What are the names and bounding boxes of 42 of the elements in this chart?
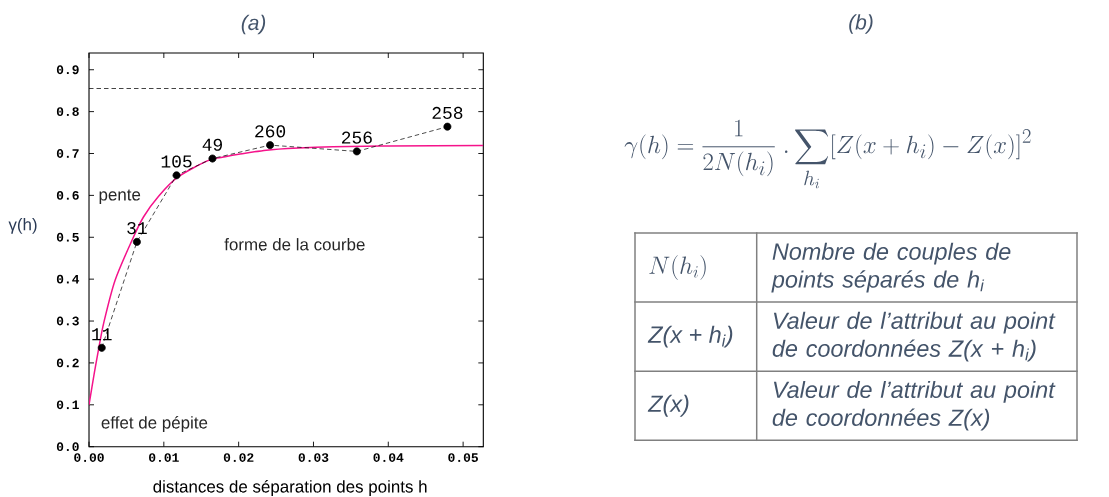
chart-title: (a)	[241, 14, 266, 35]
text: $N(h_i)$	[649, 255, 706, 280]
x-tick-label: 0.04	[373, 453, 404, 462]
text: Z(x)	[647, 394, 689, 417]
text: $\gamma(h) = \frac{1}{2N(h_i)}\;.\sum_{h_i}[Z(x+h_i)-Z(x)]^2$	[624, 119, 1031, 189]
text: Valeur de l’attribut au point de coordonnées Z(x)	[772, 380, 1056, 431]
y-tick-label: 0.0	[56, 442, 79, 452]
annotation: 258	[432, 106, 463, 119]
annotation: forme de la courbe	[224, 238, 365, 251]
text: Z(x + h$_{i}$)	[647, 325, 733, 348]
text: Valeur de l’attribut au point de coordonnées Z(x + h$_{i}$)	[772, 311, 1056, 362]
point	[132, 237, 141, 246]
point	[266, 141, 275, 150]
x-axis-title: distances de séparation des points h	[153, 479, 427, 496]
annotation: pente	[99, 189, 141, 204]
y-tick-label: 0.1	[56, 400, 79, 410]
text: (b)	[849, 14, 873, 34]
x-tick-label: 0.02	[223, 453, 254, 462]
y-tick-label: 0.4	[56, 274, 80, 284]
y-tick-label: 0.6	[56, 190, 79, 200]
x-tick-label: 0.00	[74, 453, 104, 462]
annotation: 49	[202, 138, 222, 151]
x-tick-label: 0.03	[298, 453, 329, 463]
point	[443, 122, 452, 131]
annotation: effet de pépite	[101, 415, 208, 432]
point	[352, 147, 361, 156]
y-tick-label: 0.9	[56, 65, 79, 75]
y-tick-label: 0.8	[56, 107, 79, 117]
y-tick-label: 0.3	[56, 316, 79, 326]
point	[208, 154, 217, 163]
annotation: 260	[255, 125, 286, 138]
y-tick-label: 0.2	[56, 358, 79, 368]
point	[97, 343, 106, 352]
x-tick-label: 0.05	[448, 453, 478, 462]
x-tick-label: 0.01	[149, 453, 179, 462]
annotation: 105	[161, 155, 192, 168]
annotation: 256	[341, 131, 372, 144]
y-axis-title: γ(h)	[8, 218, 37, 234]
text: Nombre de couples de points séparés de h$_{i}$	[771, 242, 1011, 293]
y-tick-label: 0.5	[56, 232, 79, 242]
y-tick-label: 0.7	[56, 149, 79, 158]
point	[172, 171, 181, 180]
